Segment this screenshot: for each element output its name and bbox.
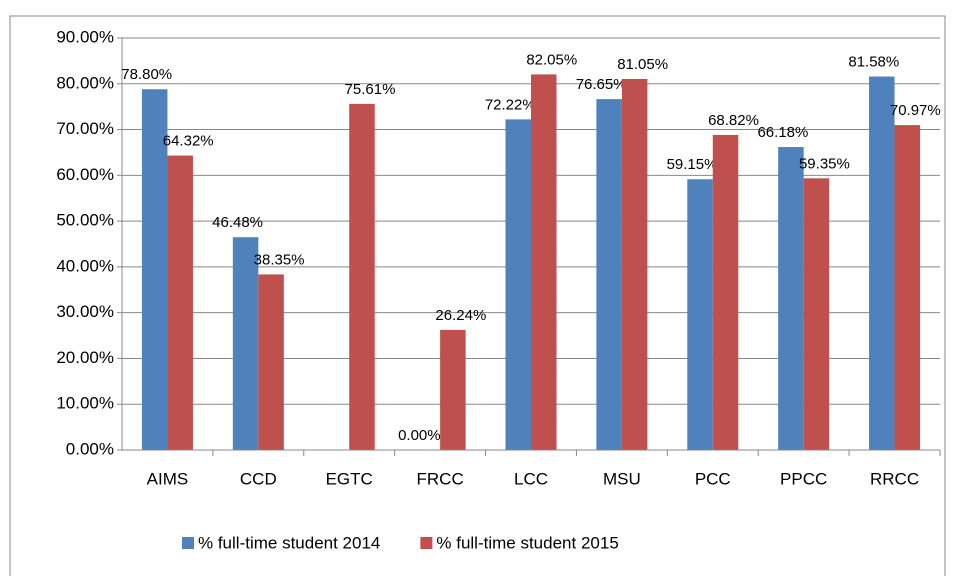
bar: [712, 134, 739, 450]
y-tick-label: 0.00%: [66, 439, 114, 458]
bar: [894, 125, 921, 450]
value-label: 81.05%: [617, 56, 668, 73]
x-tick-label: FRCC: [417, 469, 464, 488]
bar: [869, 76, 895, 450]
value-label: 76.65%: [576, 76, 627, 93]
y-tick-label: 30.00%: [56, 302, 114, 321]
value-label: 68.82%: [708, 112, 759, 129]
value-label: 75.61%: [345, 81, 396, 98]
bar: [621, 78, 648, 451]
bar: [167, 155, 193, 451]
bar: [596, 99, 622, 450]
x-tick-label: CCD: [240, 469, 277, 488]
value-label: 66.18%: [757, 124, 808, 141]
value-label: 0.00%: [398, 427, 441, 444]
bar: [232, 237, 259, 450]
bar: [349, 103, 375, 451]
value-label: 38.35%: [254, 251, 305, 268]
legend-swatch: [182, 537, 194, 549]
bar: [141, 89, 168, 450]
x-tick-label: EGTC: [326, 469, 373, 488]
legend-label: % full-time student 2015: [436, 533, 618, 552]
bar: [687, 179, 713, 451]
y-tick-label: 70.00%: [56, 119, 114, 138]
x-tick-label: PCC: [695, 469, 731, 488]
value-label: 26.24%: [435, 307, 486, 324]
value-label: 64.32%: [163, 133, 214, 150]
x-tick-label: MSU: [603, 469, 641, 488]
value-label: 81.58%: [848, 54, 899, 71]
value-label: 59.15%: [667, 156, 718, 173]
value-label: 59.35%: [799, 155, 850, 172]
y-tick-label: 90.00%: [56, 27, 114, 46]
y-tick-label: 10.00%: [56, 394, 114, 413]
x-tick-label: PPCC: [780, 469, 827, 488]
value-label: 82.05%: [526, 51, 577, 68]
value-label: 78.80%: [121, 66, 172, 83]
legend-swatch: [420, 537, 433, 549]
bar: [440, 329, 466, 450]
y-tick-label: 40.00%: [56, 256, 114, 275]
value-label: 70.97%: [890, 102, 941, 119]
value-label: 72.22%: [485, 96, 536, 113]
bar: [258, 274, 284, 450]
bar: [531, 74, 557, 450]
x-tick-label: RRCC: [870, 469, 919, 488]
value-label: 46.48%: [212, 214, 263, 231]
bar: [505, 119, 531, 451]
bar: [803, 178, 830, 450]
y-tick-label: 50.00%: [56, 211, 114, 230]
x-tick-label: LCC: [514, 469, 548, 488]
y-tick-label: 80.00%: [56, 73, 114, 92]
legend-label: % full-time student 2014: [198, 533, 380, 552]
y-tick-label: 20.00%: [56, 348, 114, 367]
bar: [778, 147, 804, 450]
x-tick-label: AIMS: [147, 469, 189, 488]
y-tick-label: 60.00%: [56, 165, 114, 184]
